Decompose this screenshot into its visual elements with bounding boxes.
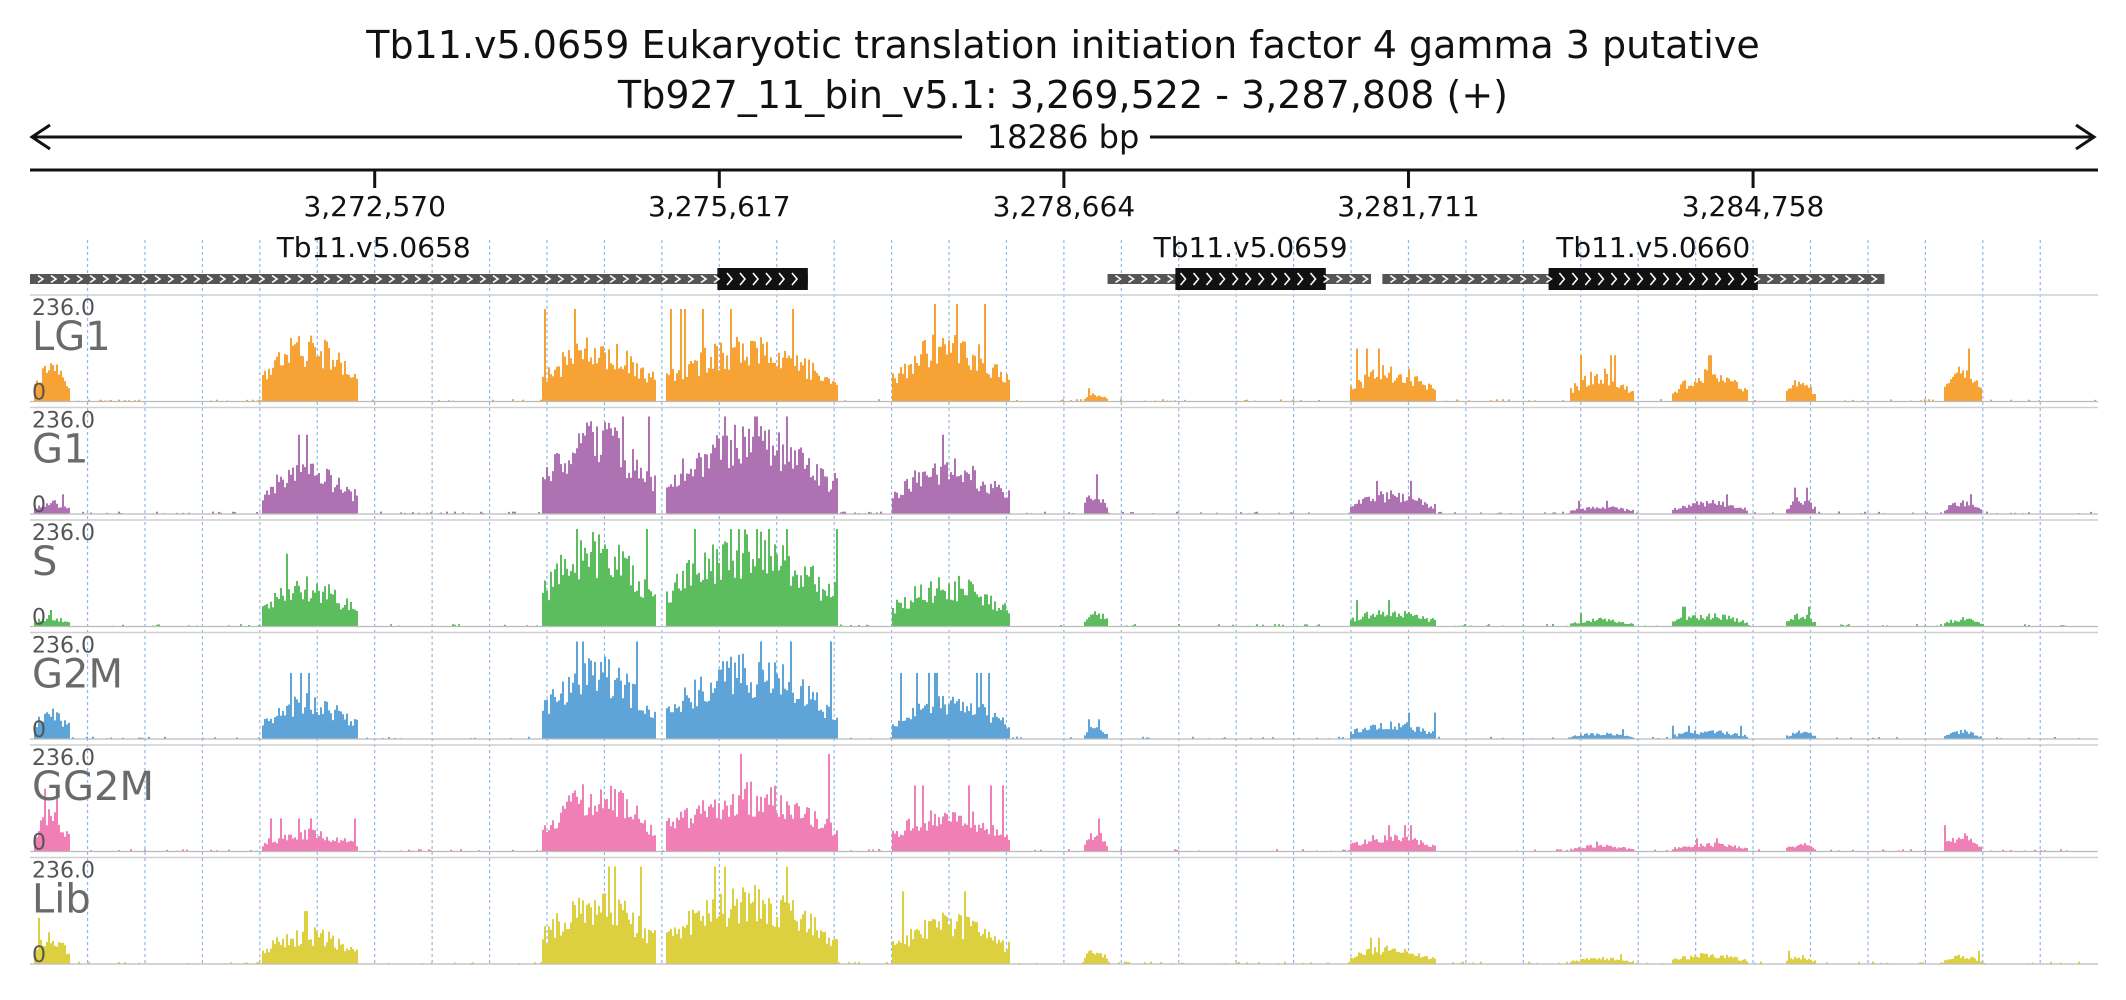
- chart-subtitle: Tb927_11_bin_v5.1: 3,269,522 - 3,287,808…: [617, 73, 1508, 117]
- x-tick-label: 3,278,664: [993, 190, 1136, 223]
- track-name-label: G2M: [32, 652, 123, 698]
- track-ymax-label: 236.0: [32, 521, 95, 546]
- track-ymin-label: 0: [32, 606, 46, 631]
- track-name-label: G1: [32, 427, 88, 473]
- track-ymin-label: 0: [32, 493, 46, 518]
- coverage-area: [30, 416, 2098, 514]
- gene-cds-bar: [717, 268, 808, 290]
- track-ymin-label: 0: [32, 831, 46, 856]
- track-ymin-label: 0: [32, 718, 46, 743]
- gene-label: Tb11.v5.0659: [1153, 231, 1348, 264]
- coverage-tracks: LG1236.00G1236.00S236.00G2M236.00GG2M236…: [30, 294, 2098, 968]
- track-ymax-label: 236.0: [32, 296, 95, 321]
- gene-cds-bar: [1548, 268, 1758, 290]
- x-tick-label: 3,272,570: [303, 190, 446, 223]
- gene: Tb11.v5.0658: [30, 231, 808, 290]
- coverage-area: [30, 529, 2098, 627]
- span-arrow-right-icon: [2075, 123, 2097, 151]
- strand-chevron-icon: [1115, 272, 1369, 286]
- track-name-label: Lib: [32, 877, 91, 923]
- coordinate-axis: 3,272,570 3,275,617 3,278,664 3,281,711 3,28…: [30, 168, 2098, 223]
- track-name-label: S: [32, 539, 57, 585]
- track-ymax-label: 236.0: [32, 859, 95, 884]
- track-ymax-label: 236.0: [32, 409, 95, 434]
- track-ymin-label: 0: [32, 381, 46, 406]
- coverage-area: [30, 641, 2098, 739]
- axis-ticks: 3,272,570 3,275,617 3,278,664 3,281,711 3,28…: [303, 170, 1824, 223]
- gene-track: Tb11.v5.0658 Tb11.v5.0659 Tb11.v5.0660: [30, 231, 1885, 290]
- x-tick-label: 3,275,617: [648, 190, 791, 223]
- span-length-label: 18286 bp: [987, 118, 1140, 156]
- chart-title: Tb11.v5.0659 Eukaryotic translation init…: [365, 23, 1759, 67]
- coverage-area: [30, 304, 2098, 402]
- track-ymin-label: 0: [32, 943, 46, 968]
- strand-chevron-icon: [37, 272, 799, 286]
- track-name-label: GG2M: [32, 764, 154, 810]
- gene: Tb11.v5.0659: [1107, 231, 1372, 290]
- gene-label: Tb11.v5.0658: [276, 231, 471, 264]
- track-ymax-label: 236.0: [32, 746, 95, 771]
- strand-chevron-icon: [1389, 272, 1878, 286]
- x-tick-label: 3,284,758: [1682, 190, 1825, 223]
- track-name-label: LG1: [32, 314, 111, 360]
- span-arrow-left-icon: [29, 123, 51, 151]
- gene: Tb11.v5.0660: [1382, 231, 1885, 290]
- gene-label: Tb11.v5.0660: [1555, 231, 1750, 264]
- span-ruler: 18286 bp: [29, 118, 2097, 156]
- x-tick-label: 3,281,711: [1337, 190, 1480, 223]
- track-ymax-label: 236.0: [32, 634, 95, 659]
- grid-lines: [86, 240, 2041, 966]
